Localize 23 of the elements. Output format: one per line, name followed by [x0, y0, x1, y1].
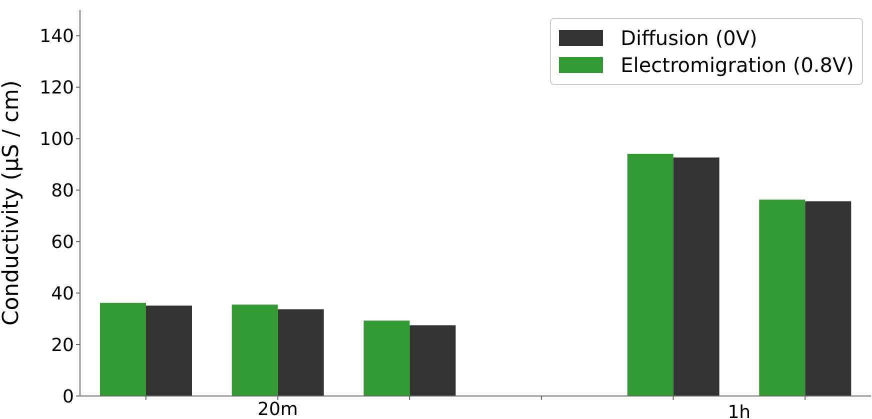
y-tick-label: 80	[51, 180, 74, 202]
y-tick-label: 40	[51, 283, 74, 304]
bar	[627, 154, 674, 396]
legend-label: Diffusion (0V)	[620, 26, 758, 50]
y-tick-label: 20	[51, 334, 74, 356]
y-tick-label: 120	[40, 78, 74, 99]
bar	[673, 157, 720, 396]
bar	[759, 200, 806, 396]
text: 1h	[728, 402, 751, 419]
y-tick-label: 100	[40, 129, 74, 150]
y-tick-label: 60	[51, 232, 74, 253]
legend-label: Electromigration (0.8V)	[620, 53, 854, 77]
y-tick-label: 0	[62, 386, 74, 408]
bar	[100, 302, 146, 396]
bar	[278, 309, 324, 396]
bar	[805, 201, 852, 396]
bar	[364, 320, 410, 396]
x-tick-label: 20m	[258, 398, 298, 419]
bar	[232, 304, 278, 396]
bar	[146, 306, 192, 396]
y-tick-label: 140	[40, 26, 74, 48]
y-axis-title: Conductivity (µS / cm)	[0, 80, 24, 326]
bar	[410, 325, 456, 396]
